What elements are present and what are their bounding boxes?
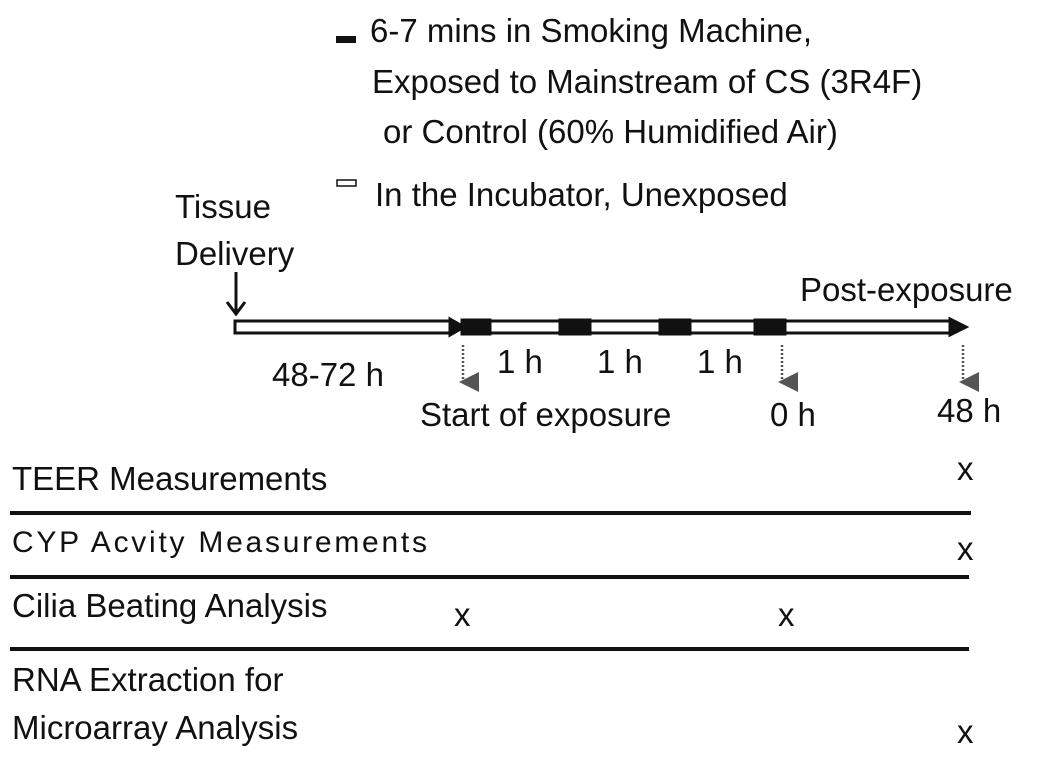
- row-mark: x: [778, 596, 795, 633]
- row-label: RNA Extraction for: [12, 661, 283, 698]
- post-exposure-label: Post-exposure: [800, 271, 1013, 308]
- row-mark: x: [957, 530, 974, 567]
- row-label: Microarray Analysis: [12, 709, 298, 746]
- row-label: CYP Acvity Measurements: [12, 526, 427, 559]
- row-mark: x: [957, 450, 974, 487]
- legend-text: or Control (60% Humidified Air): [383, 113, 838, 150]
- legend-text: 6-7 mins in Smoking Machine,: [370, 12, 812, 49]
- duration-label: 1 h: [597, 343, 643, 380]
- legend-filled-swatch: [336, 36, 356, 43]
- duration-label: 1 h: [497, 343, 543, 380]
- row-label: Cilia Beating Analysis: [12, 587, 328, 624]
- row-mark: x: [454, 596, 471, 633]
- duration-label: 1 h: [697, 343, 743, 380]
- timepoint-label: 48 h: [937, 392, 1001, 429]
- timeline: [233, 316, 970, 338]
- legend-text: In the Incubator, Unexposed: [375, 176, 788, 213]
- timepoint-label: Start of exposure: [420, 396, 671, 433]
- legend-empty-swatch: [336, 179, 357, 187]
- legend-text: Exposed to Mainstream of CS (3R4F): [372, 63, 922, 100]
- duration-label: 48-72 h: [272, 356, 384, 393]
- tissue-label: Tissue: [175, 188, 271, 225]
- tissue-label: Delivery: [175, 235, 295, 272]
- timepoint-label: 0 h: [770, 396, 816, 433]
- delivery-arrow: [225, 272, 247, 317]
- row-label: TEER Measurements: [12, 460, 327, 497]
- row-mark: x: [957, 713, 974, 750]
